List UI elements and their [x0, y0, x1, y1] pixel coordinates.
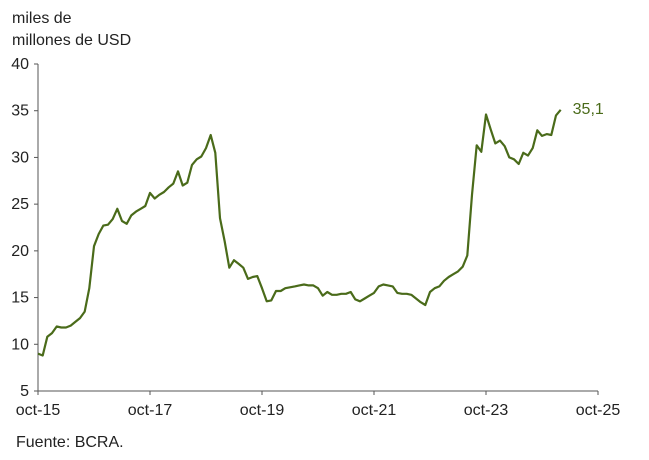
x-axis: oct-15 oct-17 oct-19 oct-21 oct-23 oct-25 — [16, 390, 621, 419]
x-tick-label: oct-15 — [16, 402, 61, 419]
y-tick-label: 25 — [11, 196, 29, 213]
y-axis-label-line-1: miles de — [12, 10, 72, 27]
source-note: Fuente: BCRA. — [16, 434, 124, 451]
series-line — [37, 109, 562, 357]
x-tick-label: oct-25 — [576, 402, 621, 419]
y-axis: 5 10 15 20 25 30 35 40 — [11, 56, 39, 400]
y-axis-label: miles de millones de USD — [12, 8, 131, 52]
end-value-label: 35,1 — [573, 101, 604, 118]
series-layer: 35,1 — [37, 101, 604, 357]
reserves-line-chart: 5 10 15 20 25 30 35 40 oct-15 oct-17 oct-19 oct-21… — [11, 56, 621, 419]
y-tick-label: 15 — [11, 290, 29, 307]
y-tick-label: 5 — [20, 383, 29, 400]
x-tick-label: oct-17 — [128, 402, 173, 419]
y-tick-label: 30 — [11, 149, 29, 166]
x-tick-label: oct-23 — [464, 402, 509, 419]
y-tick-label: 10 — [11, 336, 29, 353]
y-axis-label-line-2: millones de USD — [12, 32, 132, 49]
y-tick-label: 40 — [11, 56, 29, 73]
x-tick-label: oct-21 — [352, 402, 397, 419]
y-tick-label: 20 — [11, 243, 29, 260]
y-tick-label: 35 — [11, 103, 29, 120]
x-tick-label: oct-19 — [240, 402, 285, 419]
